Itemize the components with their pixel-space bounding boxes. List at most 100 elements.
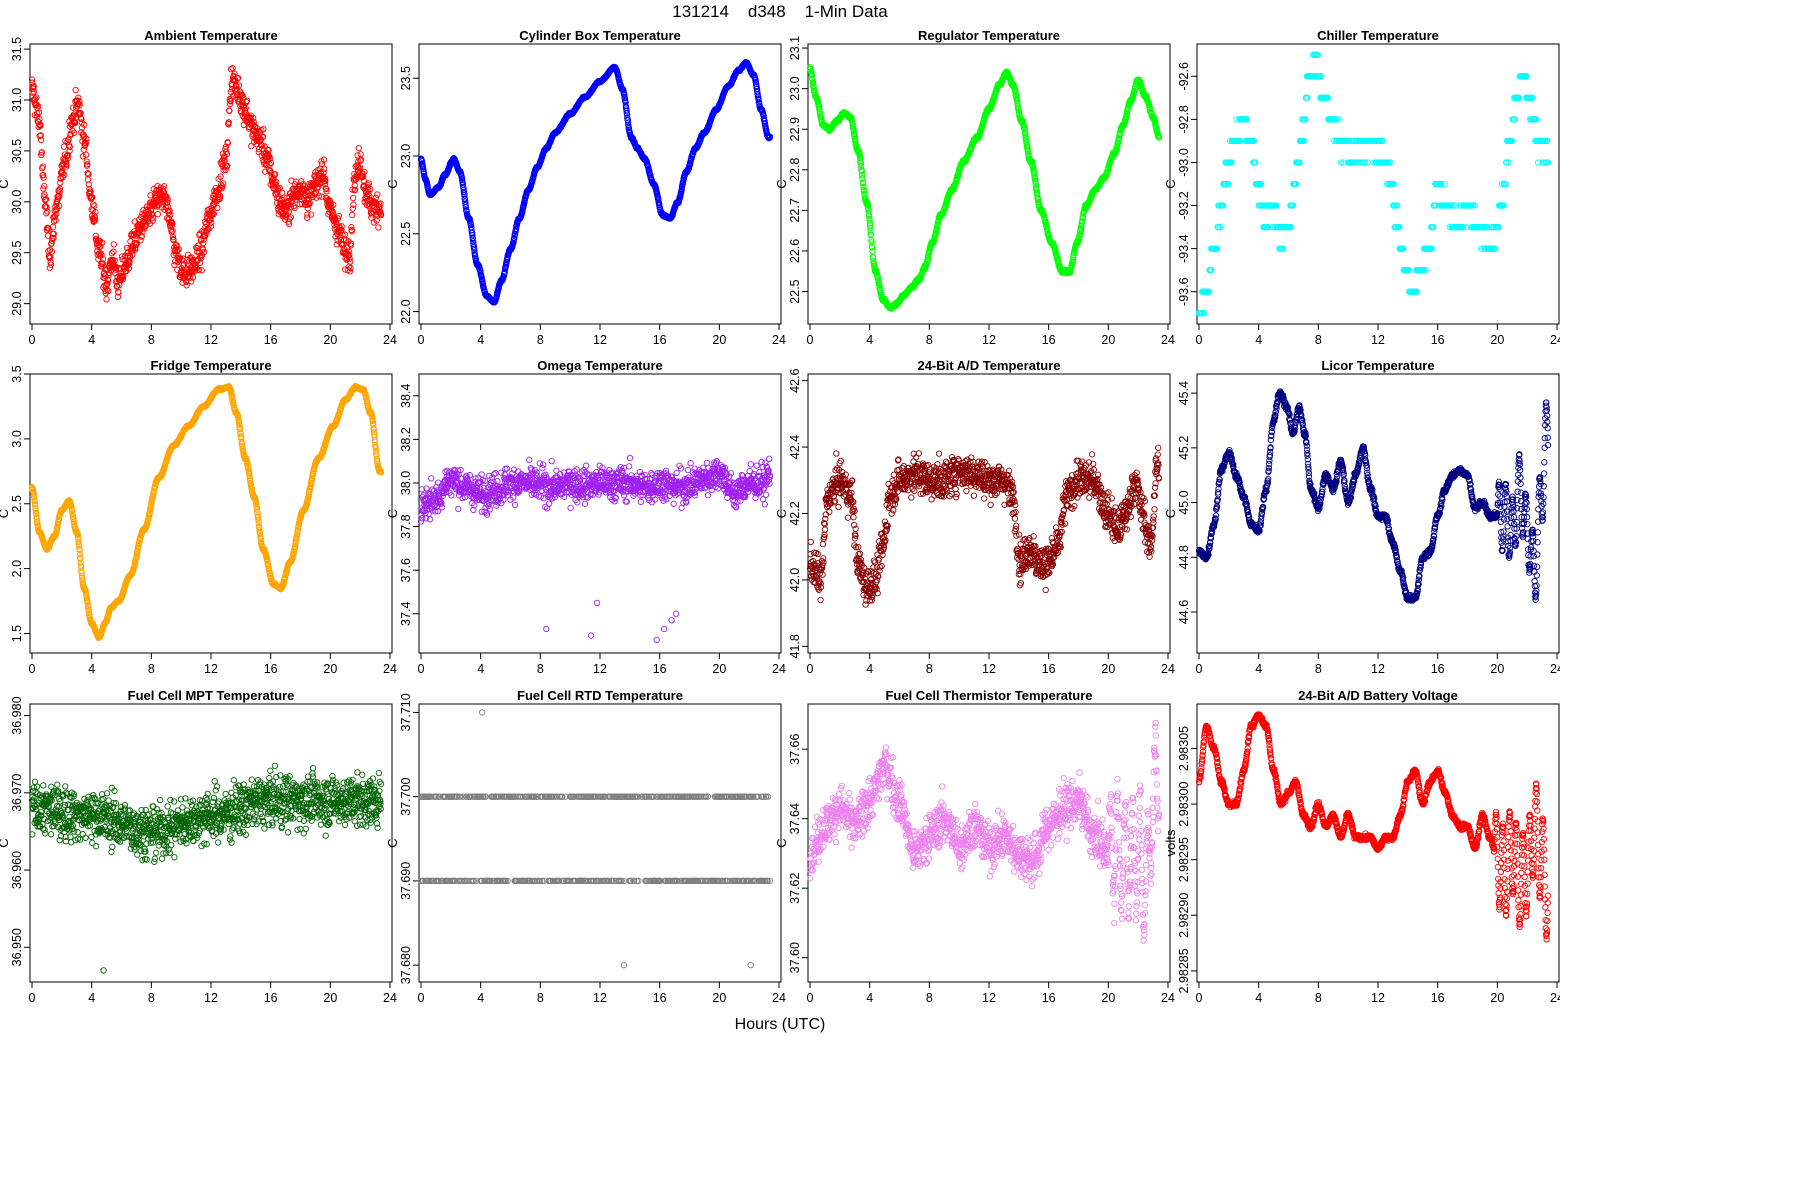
data-point — [29, 79, 36, 86]
x-tick-label: 8 — [1315, 333, 1322, 347]
data-point — [75, 94, 82, 101]
data-point — [461, 192, 468, 199]
data-point — [89, 194, 96, 201]
data-point — [195, 266, 202, 273]
data-point — [46, 246, 54, 254]
data-point — [207, 216, 214, 223]
data-point — [48, 248, 55, 255]
x-tick-label: 20 — [323, 333, 337, 347]
data-point — [231, 70, 238, 77]
data-point — [39, 171, 47, 179]
data-point — [248, 143, 255, 150]
data-point — [63, 161, 70, 168]
data-point — [79, 153, 87, 160]
data-point — [232, 82, 239, 89]
data-point — [104, 280, 111, 287]
y-tick-label: 22.5 — [788, 279, 802, 303]
data-point — [346, 268, 354, 275]
data-point — [183, 282, 190, 289]
data-point — [467, 217, 474, 225]
data-point — [45, 225, 52, 232]
data-point — [461, 196, 469, 203]
data-points — [28, 382, 385, 642]
y-tick-label: 29.0 — [10, 291, 24, 315]
data-point — [224, 139, 232, 147]
data-point — [137, 237, 144, 244]
data-point — [294, 194, 301, 201]
data-point — [234, 74, 242, 82]
data-point — [267, 159, 275, 166]
x-tick-label: 4 — [477, 333, 484, 347]
data-point — [64, 151, 72, 159]
y-tick-label: 2.0 — [10, 560, 24, 577]
data-point — [85, 181, 92, 188]
data-point — [330, 201, 337, 208]
x-tick-label: 24 — [772, 333, 786, 347]
data-point — [43, 204, 50, 211]
data-point — [209, 207, 216, 214]
x-tick-label: 20 — [323, 662, 337, 676]
data-point — [47, 254, 54, 261]
data-point — [233, 83, 240, 90]
data-point — [34, 103, 42, 110]
data-point — [66, 147, 73, 154]
panel-title: Regulator Temperature — [918, 28, 1060, 43]
data-points — [806, 64, 1163, 312]
data-point — [64, 155, 71, 162]
data-point — [40, 174, 47, 181]
data-point — [189, 274, 197, 281]
data-point — [220, 180, 227, 187]
data-point — [179, 255, 187, 262]
data-point — [265, 147, 272, 154]
data-point — [260, 125, 267, 133]
data-point — [235, 82, 243, 89]
data-point — [335, 212, 342, 220]
data-point — [291, 204, 298, 212]
data-point — [125, 265, 133, 272]
data-point — [366, 192, 373, 199]
data-point — [200, 248, 208, 256]
data-point — [311, 191, 318, 198]
y-tick-label: 2.5 — [10, 495, 24, 512]
data-point — [338, 223, 345, 230]
x-tick-label: 4 — [1255, 333, 1262, 347]
data-point — [250, 114, 257, 122]
data-point — [132, 246, 139, 253]
data-point — [42, 196, 50, 203]
data-point — [349, 205, 356, 212]
data-point — [83, 158, 90, 165]
data-point — [243, 98, 250, 106]
data-point — [377, 208, 384, 215]
data-point — [346, 255, 353, 262]
data-point — [69, 127, 76, 134]
data-point — [357, 157, 364, 164]
data-point — [212, 184, 219, 192]
data-point — [375, 224, 382, 231]
data-point — [46, 264, 53, 271]
data-point — [320, 169, 327, 176]
y-tick-label: 3.0 — [10, 430, 24, 447]
y-axis-label: C — [385, 179, 400, 188]
data-point — [229, 65, 236, 72]
data-point — [273, 183, 280, 190]
data-point — [82, 151, 90, 158]
data-point — [169, 233, 177, 241]
data-point — [59, 170, 66, 177]
data-point — [200, 236, 207, 243]
x-tick-label: 24 — [383, 662, 397, 676]
data-point — [30, 85, 37, 92]
data-point — [298, 200, 306, 208]
data-point — [39, 163, 46, 170]
data-point — [47, 261, 55, 268]
data-point — [460, 184, 467, 192]
data-point — [348, 228, 356, 235]
x-tick-label: 24 — [383, 333, 397, 347]
data-point — [210, 210, 217, 218]
data-point — [368, 214, 375, 221]
data-point — [225, 119, 232, 126]
x-tick-label: 0 — [807, 333, 814, 347]
data-point — [276, 184, 283, 192]
data-point — [161, 183, 168, 190]
